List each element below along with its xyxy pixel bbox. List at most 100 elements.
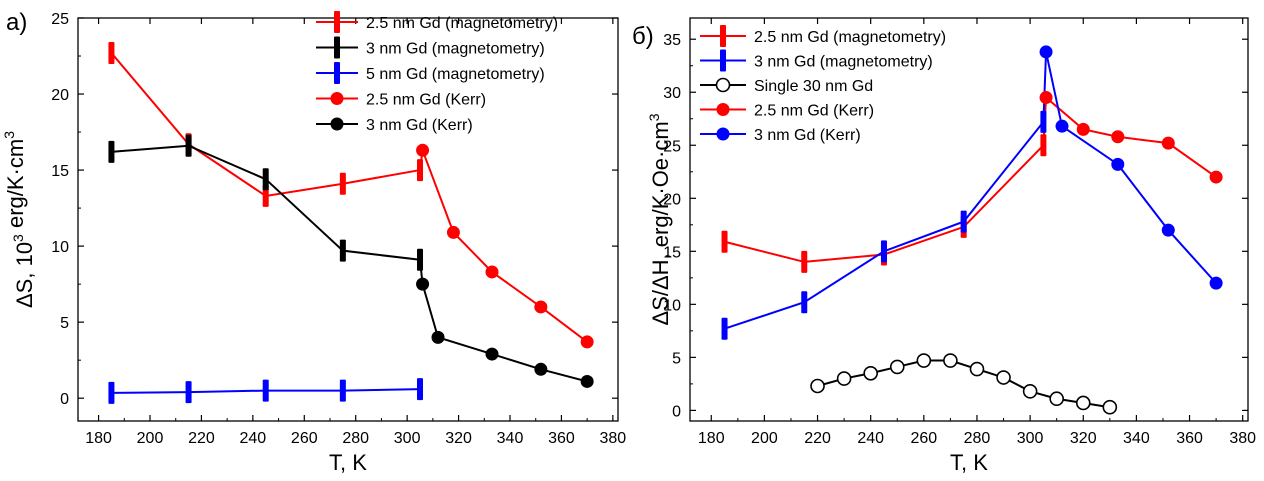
x-tick-label: 240 [240, 430, 267, 447]
data-point [1039, 45, 1053, 59]
x-tick-label: 380 [600, 430, 627, 447]
x-tick-label: 180 [85, 430, 112, 447]
series-line [817, 359, 1110, 409]
panel-b: 180 200 220 240 260 280 300 320 340 360 3800510152… [632, 17, 1256, 475]
x-tick-label: 360 [1176, 430, 1203, 447]
y-tick-label: 0 [60, 391, 69, 408]
y-axis-label-part: ΔS, 10 [12, 242, 37, 308]
x-tick-label: 260 [291, 430, 318, 447]
data-point [960, 210, 967, 233]
x-tick-label: 320 [1070, 430, 1097, 447]
series-4 [1039, 45, 1223, 290]
data-point [534, 300, 548, 314]
x-tick-label: 320 [445, 430, 472, 447]
y-axis-label-part: ΔS/ΔH, erg/K·Oe·cm [648, 121, 673, 325]
legend-marker [715, 77, 731, 93]
legend: 2.5 nm Gd (magnetometry) 3 nm Gd (magneto… [316, 11, 558, 134]
y-axis-label: ΔS, 103 erg/K·cm3 [1, 131, 37, 308]
data-point [108, 41, 115, 64]
y-tick-label: 15 [51, 163, 69, 180]
legend-marker [330, 92, 344, 105]
series-line [1045, 96, 1217, 178]
y-tick-label: 35 [663, 32, 681, 49]
data-point [262, 379, 269, 402]
data-point [1022, 384, 1038, 399]
data-point [339, 379, 346, 402]
series-connector [1042, 51, 1048, 122]
data-point [836, 371, 852, 386]
x-tick-label: 220 [188, 430, 215, 447]
legend-entry: 2.5 nm Gd (magnetometry) [366, 15, 558, 32]
panel-label: б) [632, 23, 654, 50]
y-tick-label: 10 [663, 297, 681, 314]
data-point [721, 230, 728, 253]
series-1 [721, 110, 1047, 340]
data-point [1040, 134, 1047, 157]
y-tick-label: 25 [663, 138, 681, 155]
data-point [801, 250, 808, 273]
legend-entry: 3 nm Gd (magnetometry) [366, 41, 545, 58]
data-point [969, 361, 985, 377]
data-point [721, 317, 728, 340]
y-axis-label-superscript: 3 [646, 113, 662, 121]
data-point [417, 248, 423, 271]
x-tick-label: 200 [751, 430, 778, 447]
series-4 [416, 277, 594, 388]
legend-entry: 3 nm Gd (Kerr) [754, 127, 861, 144]
legend-marker [334, 11, 340, 33]
data-point [485, 265, 499, 279]
data-point [1040, 110, 1047, 133]
series-3 [416, 143, 594, 349]
data-point [417, 159, 423, 182]
data-point [889, 359, 905, 375]
data-point [262, 184, 269, 207]
legend: 2.5 nm Gd (magnetometry) 3 nm Gd (magneto… [700, 25, 946, 144]
data-point [863, 365, 878, 381]
y-axis-label: ΔS/ΔH, erg/K·Oe·cm3 [646, 113, 673, 325]
legend-marker [334, 62, 340, 84]
data-point [262, 168, 269, 191]
y-tick-label: 0 [672, 403, 681, 420]
legend-entry: 3 nm Gd (Kerr) [366, 117, 473, 134]
data-point [801, 291, 808, 314]
data-point [1161, 136, 1175, 150]
data-point [1075, 395, 1091, 411]
x-tick-label: 340 [1123, 430, 1150, 447]
x-tick-label: 240 [857, 430, 884, 447]
data-point [880, 240, 887, 263]
plot-frame [689, 17, 1249, 422]
data-point [1209, 276, 1223, 290]
y-tick-label: 5 [672, 350, 681, 367]
series-line [421, 283, 588, 383]
data-point [339, 239, 346, 262]
data-point [534, 362, 548, 376]
series-1 [108, 134, 423, 271]
legend-marker [716, 103, 730, 116]
y-tick-label: 30 [663, 85, 681, 102]
data-point [339, 172, 346, 195]
panel-label: а) [6, 9, 27, 36]
data-point [996, 370, 1011, 385]
legend-entry: 2.5 nm Gd (Kerr) [754, 103, 874, 120]
x-tick-label: 300 [1017, 430, 1044, 447]
data-point [485, 347, 499, 361]
series-2 [810, 353, 1118, 415]
x-tick-label: 300 [394, 430, 421, 447]
data-point [1161, 223, 1175, 237]
data-point [1111, 157, 1125, 171]
series-line [1045, 51, 1217, 284]
legend-entry: 3 nm Gd (magnetometry) [754, 54, 933, 71]
y-tick-label: 10 [51, 239, 69, 256]
data-point [446, 225, 460, 239]
y-tick-label: 5 [60, 315, 69, 332]
plot-frame [77, 17, 619, 422]
data-point [1055, 119, 1069, 133]
y-tick-label: 20 [663, 191, 681, 208]
x-axis-label: T, K [329, 450, 367, 475]
data-point [431, 330, 445, 344]
x-tick-label: 200 [137, 430, 164, 447]
data-point [916, 353, 932, 368]
legend-entry: Single 30 nm Gd [754, 78, 873, 95]
data-point [1049, 391, 1064, 407]
x-tick-label: 380 [1229, 430, 1256, 447]
